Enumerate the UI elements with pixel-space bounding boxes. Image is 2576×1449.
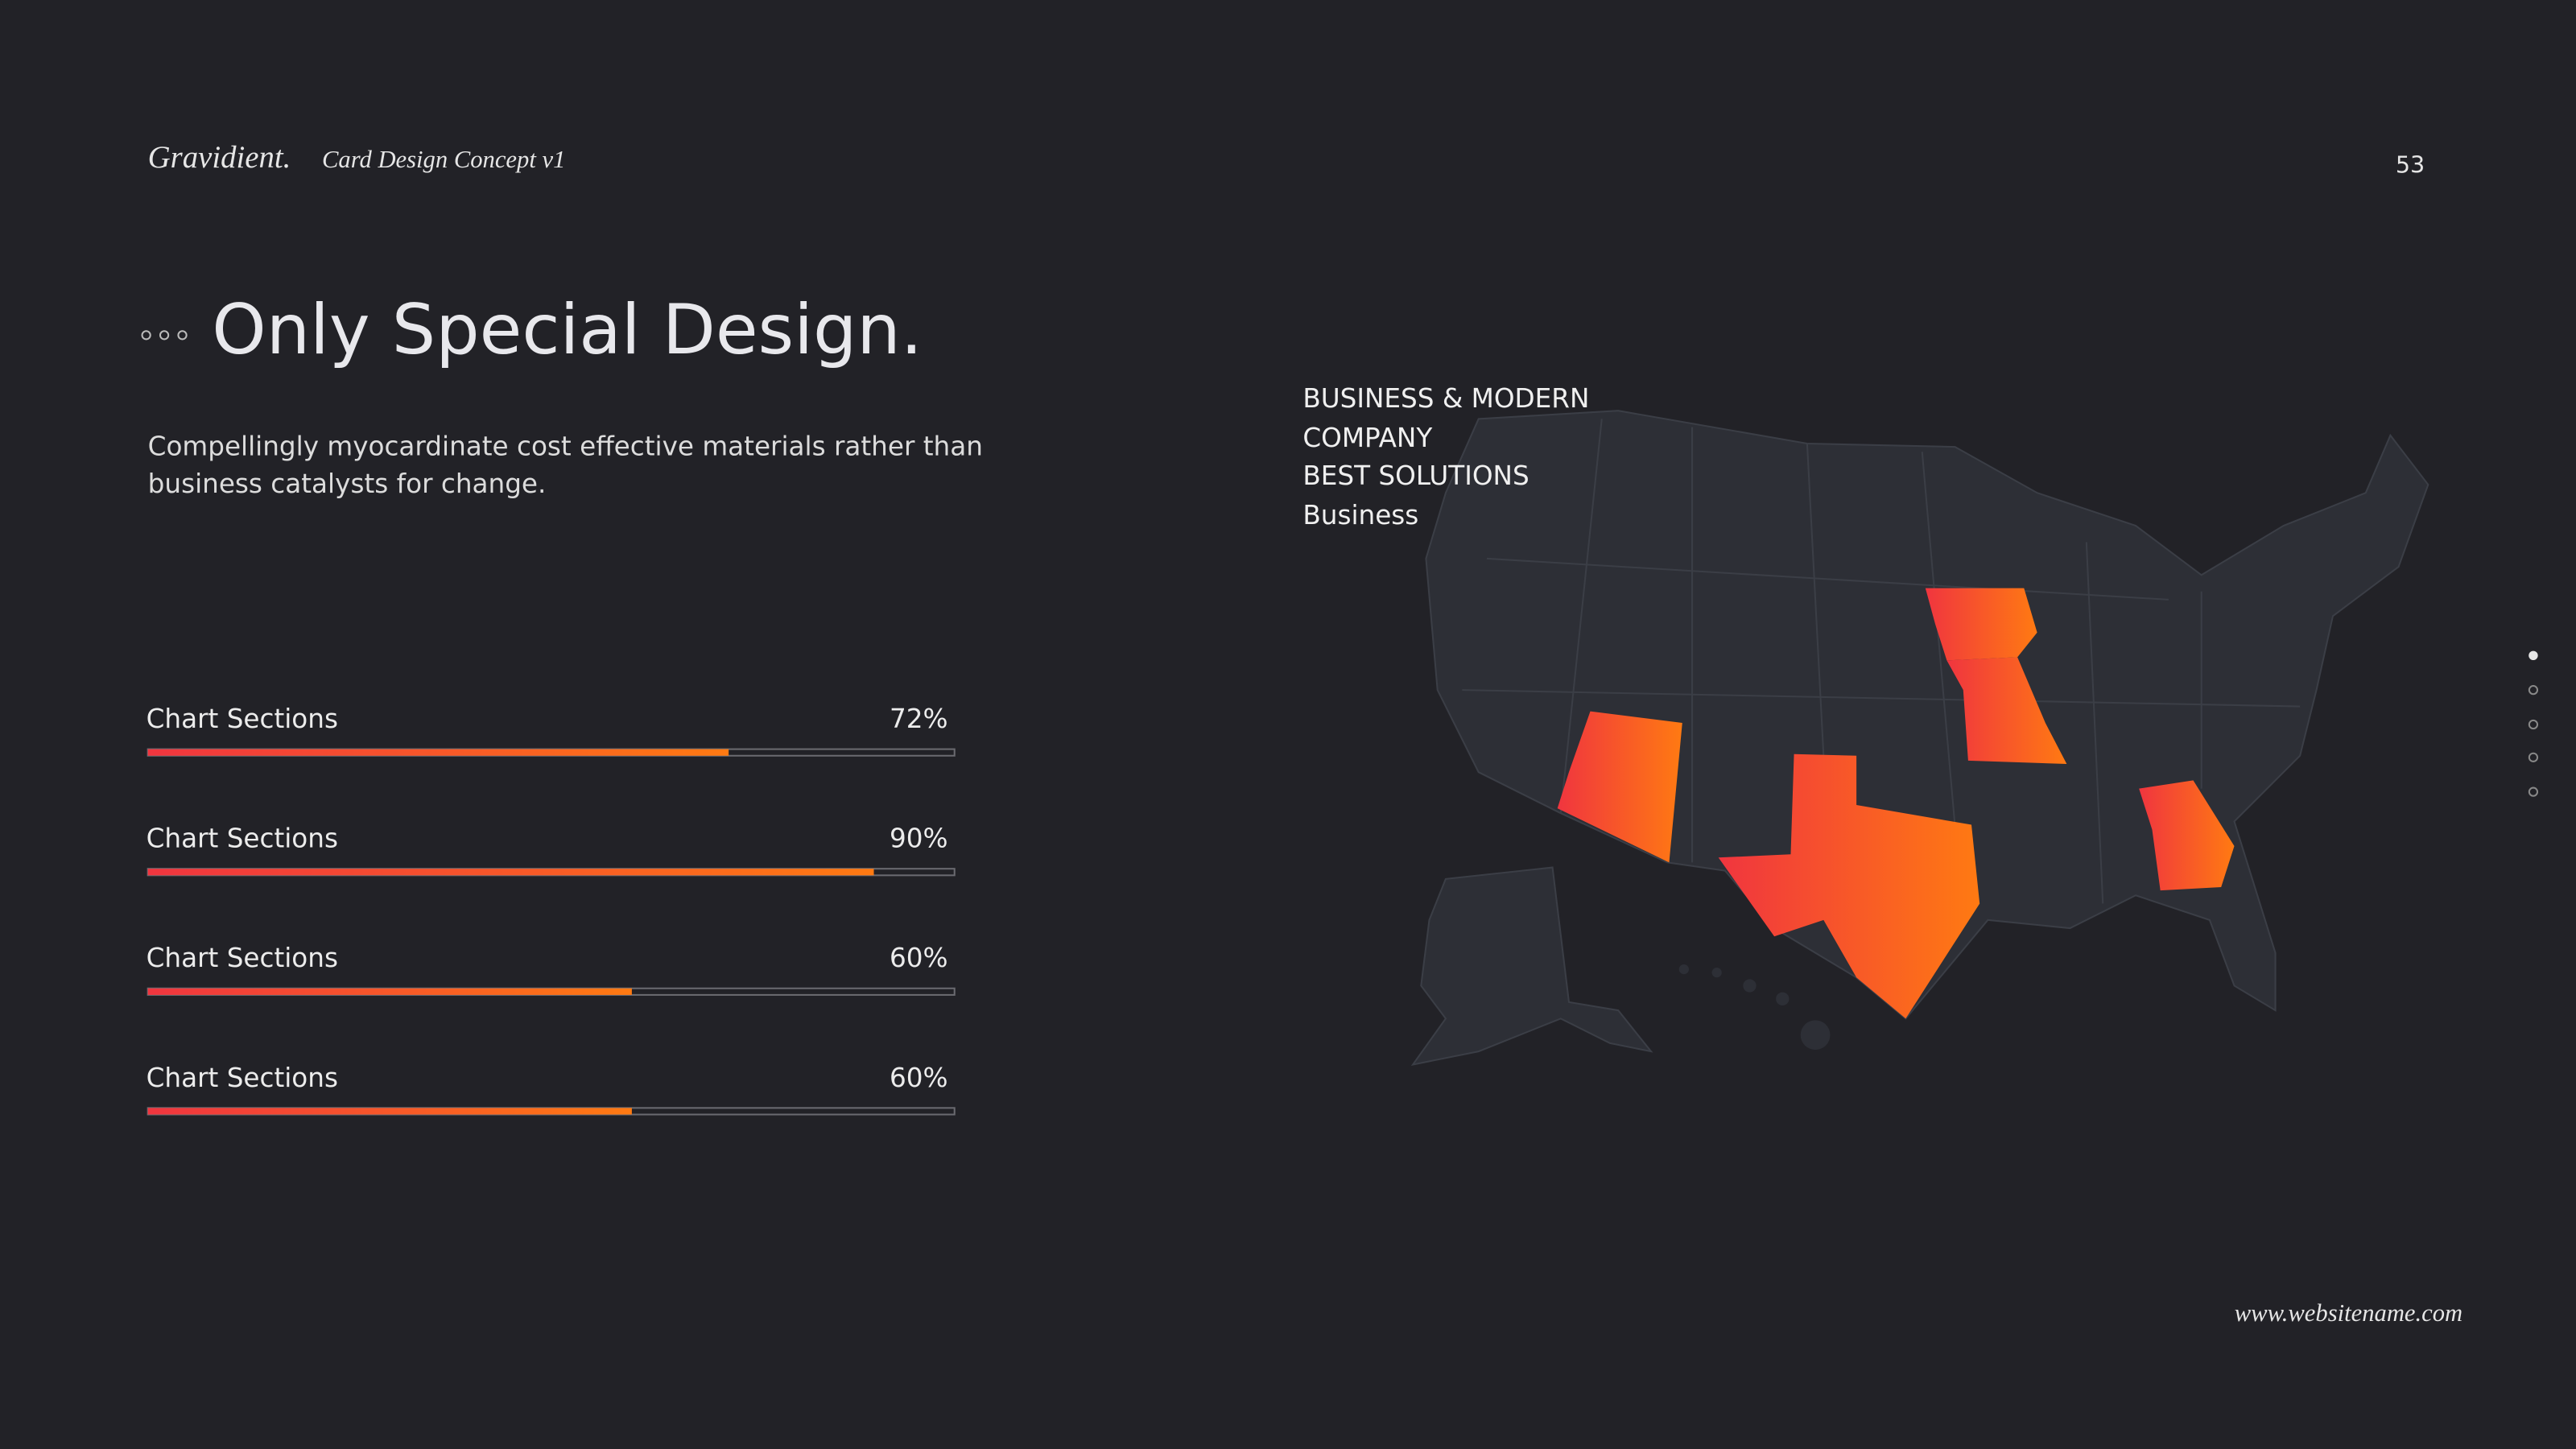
map-label: BEST SOLUTIONS bbox=[1302, 460, 1529, 491]
highlighted-states bbox=[1557, 588, 2235, 1019]
map-label: COMPANY bbox=[1302, 423, 1432, 453]
progress-label: Chart Sections bbox=[147, 943, 338, 973]
page-number: 53 bbox=[2396, 151, 2425, 178]
nav-dot[interactable] bbox=[2528, 685, 2539, 696]
progress-bar bbox=[147, 1108, 632, 1115]
progress-bar bbox=[147, 988, 632, 995]
title-dots bbox=[141, 330, 188, 341]
progress-label: Chart Sections bbox=[147, 824, 338, 854]
map-alaska bbox=[1410, 866, 1653, 1066]
brand: Gravidient. bbox=[148, 140, 291, 175]
progress-bar bbox=[147, 869, 874, 876]
side-nav bbox=[2528, 650, 2539, 797]
progress-value: 60% bbox=[890, 943, 948, 973]
map-label: Business bbox=[1302, 500, 1418, 530]
progress-label: Chart Sections bbox=[147, 1063, 338, 1093]
progress-value: 72% bbox=[890, 704, 948, 734]
nav-dot[interactable] bbox=[2528, 752, 2539, 762]
map-label: BUSINESS & MODERN bbox=[1302, 383, 1589, 414]
progress-label: Chart Sections bbox=[147, 704, 338, 734]
us-map bbox=[1410, 410, 2429, 1066]
footer-url: www.websitename.com bbox=[2235, 1299, 2462, 1327]
progress-value: 60% bbox=[890, 1063, 948, 1093]
map-hawaii bbox=[1678, 964, 1831, 1051]
nav-dot[interactable] bbox=[2528, 719, 2539, 730]
description-line: business catalysts for change. bbox=[148, 469, 547, 499]
nav-dot[interactable] bbox=[2528, 786, 2539, 797]
title: Only Special Design. bbox=[212, 290, 923, 370]
description-line: Compellingly myocardinate cost effective… bbox=[148, 431, 983, 461]
progress-bar bbox=[147, 749, 729, 756]
nav-dot[interactable] bbox=[2529, 650, 2538, 661]
progress-value: 90% bbox=[890, 824, 948, 854]
brand-subtitle: Card Design Concept v1 bbox=[322, 146, 565, 173]
